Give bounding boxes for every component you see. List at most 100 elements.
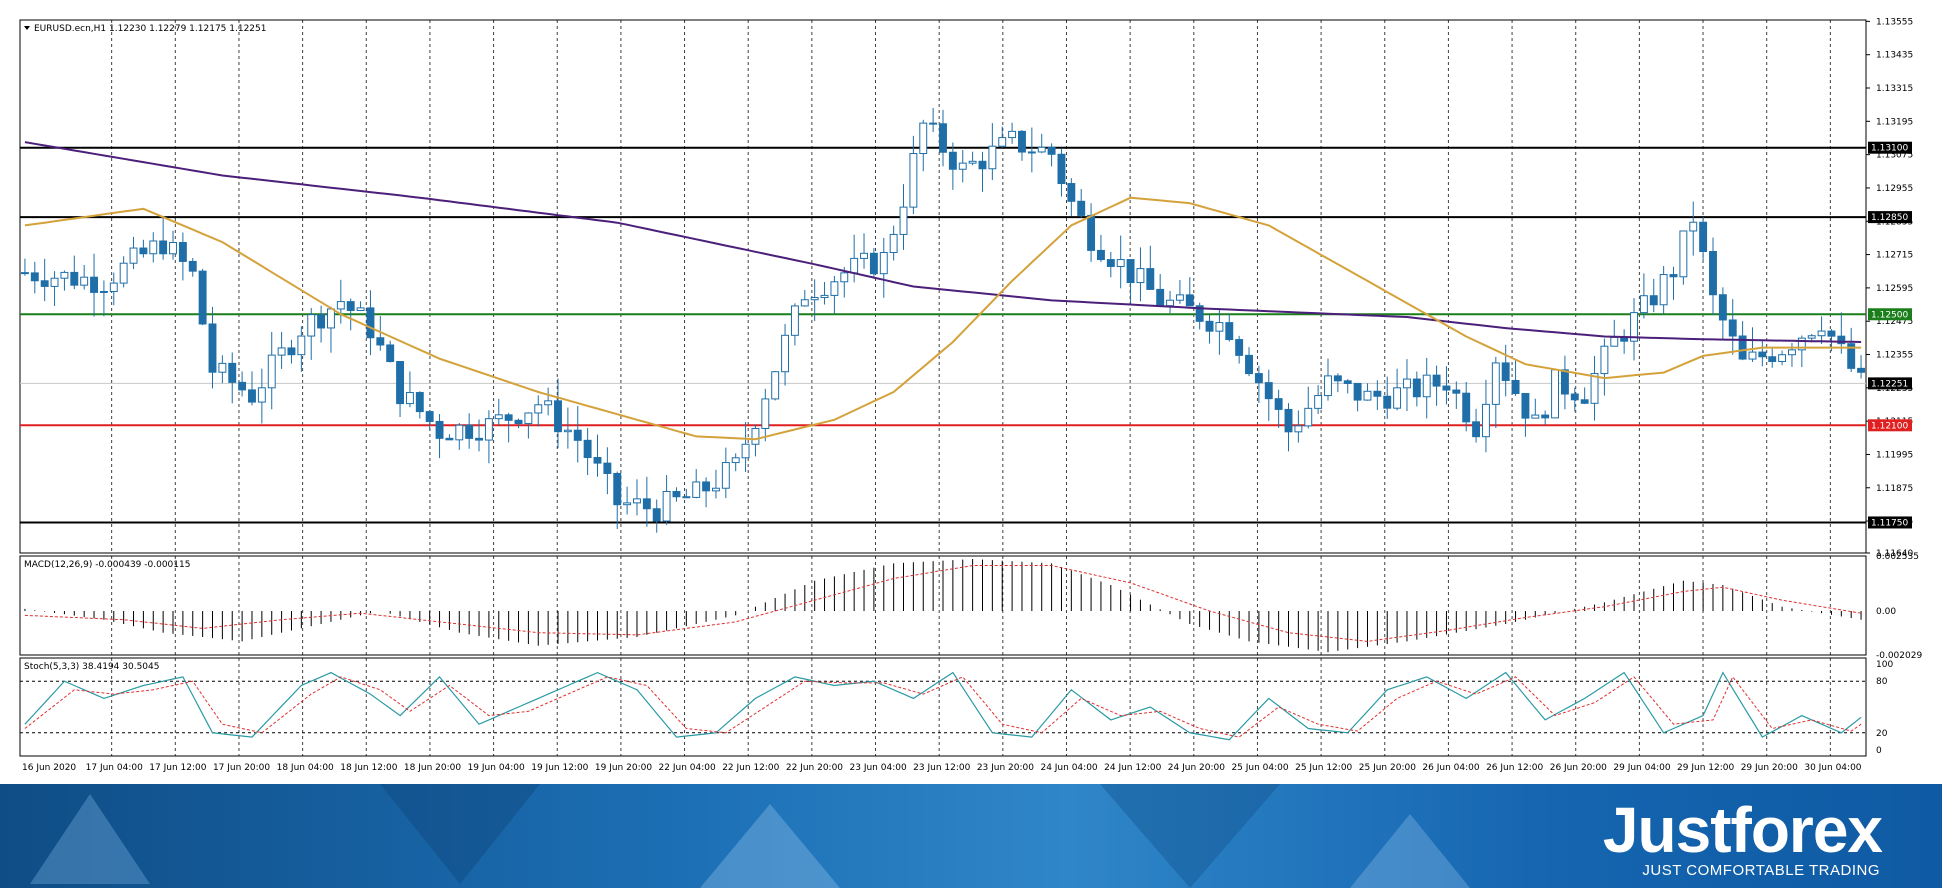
decor-triangle <box>380 784 540 884</box>
x-axis-label: 23 Jun 20:00 <box>977 763 1034 773</box>
candle-body <box>1274 398 1283 410</box>
candle-body <box>1264 382 1273 400</box>
x-axis-label: 19 Jun 04:00 <box>468 763 525 773</box>
candle-body <box>652 508 661 522</box>
macd-tick-label: 0.002535 <box>1876 552 1919 562</box>
stoch-label: Stoch(5,3,3) 38.4194 30.5045 <box>24 662 159 672</box>
candle-body <box>1511 379 1520 394</box>
candle-body <box>682 496 691 499</box>
candle-body <box>1314 395 1323 409</box>
level-tag <box>1868 419 1912 432</box>
candle-body <box>642 498 651 510</box>
candle-body <box>1343 380 1352 384</box>
candle-body <box>317 314 326 329</box>
candle-body <box>405 392 414 405</box>
candle-body <box>1442 385 1451 391</box>
candle-body <box>1728 319 1737 337</box>
candle-body <box>1393 387 1402 409</box>
candle-body <box>30 272 39 282</box>
candle-body <box>613 472 622 506</box>
candle-body <box>455 424 464 441</box>
candle-body <box>1353 382 1362 401</box>
candle-body <box>1294 425 1303 433</box>
candle-body <box>563 429 572 433</box>
candle-body <box>1245 354 1253 375</box>
price-tick-label: 1.13555 <box>1876 17 1913 27</box>
ma-fast-line <box>24 196 1862 441</box>
x-axis-label: 26 Jun 20:00 <box>1550 763 1607 773</box>
candle-body <box>99 290 108 293</box>
candle-body <box>366 307 375 339</box>
decor-triangle <box>700 804 840 888</box>
stoch-main-line <box>24 671 1862 741</box>
candle-body <box>307 314 316 337</box>
candle-body <box>830 281 839 296</box>
candle-body <box>1225 322 1234 341</box>
level-tag <box>1868 308 1912 321</box>
candle-body <box>1047 146 1056 155</box>
candle-body <box>60 271 69 279</box>
candle-body <box>820 294 829 299</box>
x-axis-label: 17 Jun 12:00 <box>149 763 206 773</box>
candle-body <box>1136 268 1145 284</box>
candle-body <box>129 247 138 264</box>
candle-body <box>573 429 582 441</box>
current-price-label: 1.12251 <box>1871 379 1908 389</box>
candle-body <box>1649 295 1658 306</box>
candle-body <box>50 277 59 287</box>
candle-body <box>1551 369 1559 419</box>
x-axis-label: 30 Jun 04:00 <box>1804 763 1861 773</box>
candle-body <box>1077 200 1086 216</box>
candle-body <box>178 242 187 262</box>
decor-triangle <box>1350 814 1470 888</box>
candle-body <box>475 437 483 441</box>
candle-body <box>741 443 750 459</box>
level-label: 1.13100 <box>1871 144 1908 154</box>
price-tick-label: 1.12355 <box>1876 351 1913 361</box>
candle-body <box>1679 230 1688 278</box>
macd-tick-label: -0.002029 <box>1876 651 1922 661</box>
candle-body <box>1254 373 1263 384</box>
candle-body <box>1235 339 1244 356</box>
macd-tick-label: 0.00 <box>1876 607 1896 617</box>
level-label: 1.12850 <box>1871 213 1908 223</box>
candle-body <box>1146 268 1155 290</box>
candle-body <box>978 160 987 170</box>
candle-body <box>1758 351 1767 358</box>
price-tick-label: 1.13315 <box>1876 84 1913 94</box>
candle-body <box>1096 249 1105 261</box>
candle-body <box>1768 356 1777 362</box>
candle-body <box>238 381 247 391</box>
stoch-tick-label: 80 <box>1876 677 1888 687</box>
candle-body <box>80 276 89 286</box>
price-tick-label: 1.11640 <box>1876 549 1913 559</box>
brand-banner: Justforex JUST COMFORTABLE TRADING <box>0 784 1942 888</box>
candle-body <box>1462 392 1471 423</box>
candle-body <box>524 412 533 425</box>
candle-body <box>1748 351 1757 360</box>
candle-body <box>1797 337 1806 351</box>
candle-body <box>1837 335 1846 345</box>
candle-body <box>386 344 395 363</box>
x-axis-label: 19 Jun 20:00 <box>595 763 652 773</box>
candle-body <box>149 240 158 255</box>
candle-body <box>1630 312 1638 342</box>
candle-body <box>445 437 454 441</box>
candle-body <box>396 361 405 405</box>
candle-body <box>860 252 868 259</box>
candle-body <box>169 242 177 255</box>
candle-body <box>1659 274 1668 306</box>
price-tick-label: 1.11995 <box>1876 450 1913 460</box>
candle-body <box>672 490 681 498</box>
brand-logo: Justforex <box>1602 794 1883 866</box>
candle-body <box>1432 374 1441 387</box>
stochastic-panel <box>19 657 1867 757</box>
candle-body <box>1037 146 1046 153</box>
candle-body <box>1541 414 1550 419</box>
candle-body <box>1027 151 1036 154</box>
price-chart[interactable]: 16 Jun 2020 17 Jun 04:00 17 Jun 12:00 17 Ju… <box>0 0 1942 784</box>
candle-body <box>465 424 474 439</box>
candle-body <box>1116 259 1125 267</box>
candle-body <box>1857 367 1866 373</box>
